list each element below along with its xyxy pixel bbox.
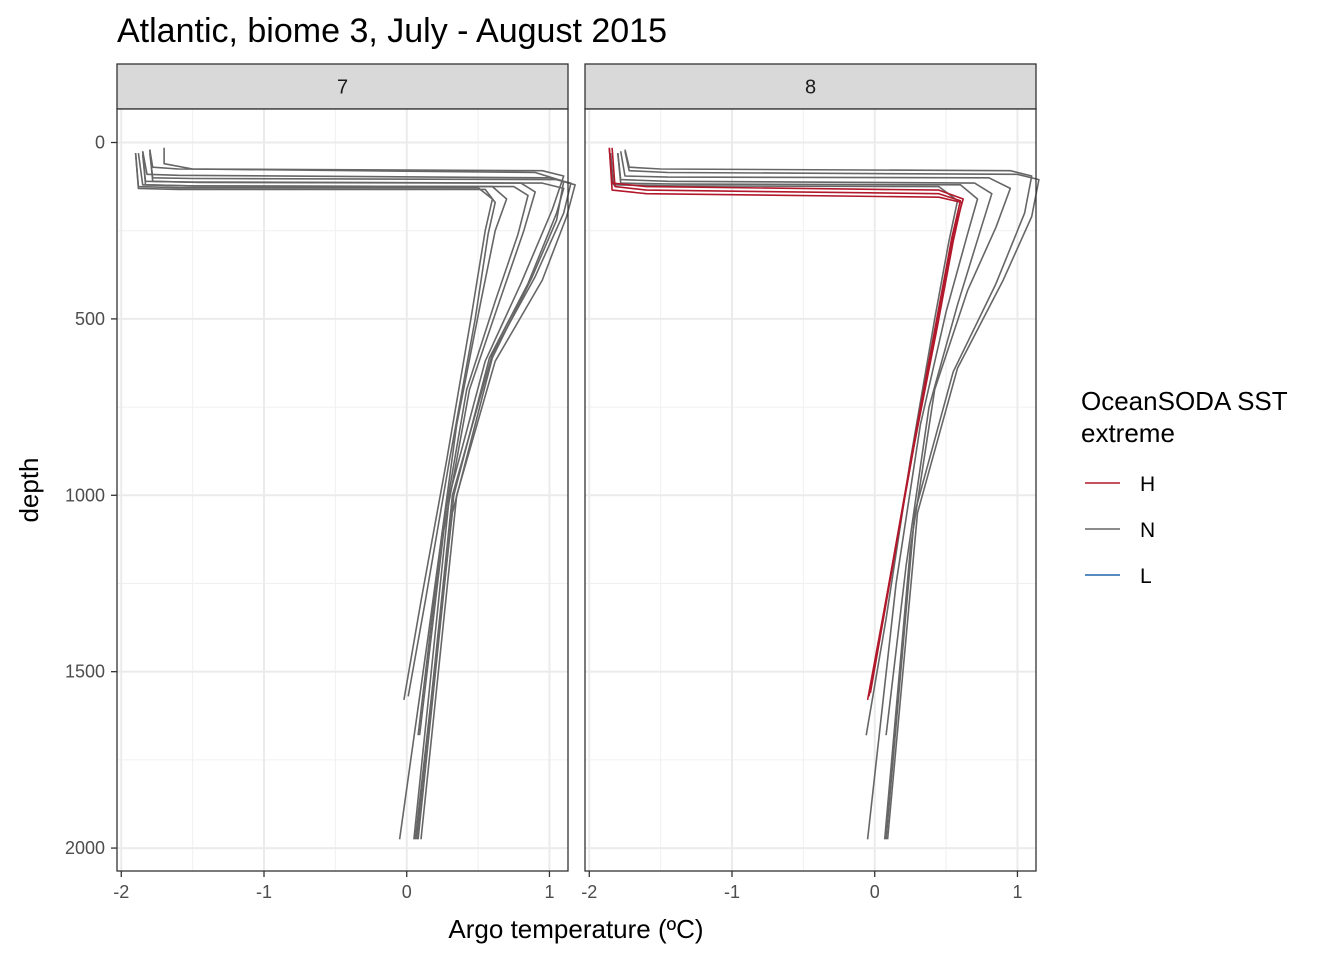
panel-border [116, 108, 569, 872]
facet-strip-label: 7 [337, 77, 348, 99]
facet-panel-8: 8 -2 -1 0 1 [581, 63, 1040, 902]
profile-line-n [617, 153, 993, 736]
facet-panel-7: 7 -2 -1 0 1 [113, 63, 576, 902]
x-tick-label: -1 [256, 882, 272, 902]
profile-line-n [163, 147, 565, 840]
facet-panels: 7 -2 -1 0 1 8 -2 -1 0 1 [113, 63, 1040, 902]
x-axis-title: Argo temperature (ºC) [448, 914, 703, 944]
x-tick-label: -2 [581, 882, 597, 902]
profile-line-n [624, 149, 1033, 840]
x-tick-label: 0 [870, 882, 880, 902]
profile-line-h [608, 147, 963, 693]
y-tick-label: 2000 [65, 838, 105, 858]
panel-background [117, 109, 568, 871]
legend-title-line: extreme [1081, 418, 1175, 448]
x-tick-label: -1 [724, 882, 740, 902]
profile-line-n [134, 153, 497, 697]
chart-title: Atlantic, biome 3, July - August 2015 [117, 12, 667, 50]
legend-label-l: L [1140, 565, 1152, 588]
profile-line-n [624, 151, 1040, 840]
x-tick-label: 1 [544, 882, 554, 902]
y-tick-label: 0 [95, 133, 105, 153]
panel-border [584, 108, 1037, 872]
y-axis-title: depth [14, 457, 44, 522]
profile-line-n [617, 153, 979, 840]
legend-title-line: OceanSODA SST [1081, 386, 1288, 416]
x-tick-label: 0 [402, 882, 412, 902]
facet-strip [116, 63, 569, 110]
facet-strip [584, 63, 1037, 110]
facet-strip-label: 8 [805, 77, 816, 99]
profile-line-n [149, 149, 565, 840]
y-tick-label: 1000 [65, 485, 105, 505]
x-tick-label: 1 [1012, 882, 1022, 902]
y-tick-label: 1500 [65, 662, 105, 682]
profile-line-n [609, 153, 959, 736]
y-tick-label: 500 [75, 309, 105, 329]
legend-label-h: H [1140, 473, 1155, 496]
profile-line-n [149, 153, 576, 840]
profile-line-n [619, 151, 1012, 840]
profile-line-n [137, 152, 508, 840]
legend-label-n: N [1140, 519, 1155, 542]
profile-line-n [134, 153, 494, 701]
panel-background [585, 109, 1036, 871]
y-axis: 0 500 1000 1500 2000 [65, 133, 117, 858]
profile-line-n [149, 149, 537, 736]
x-tick-label: -2 [113, 882, 129, 902]
